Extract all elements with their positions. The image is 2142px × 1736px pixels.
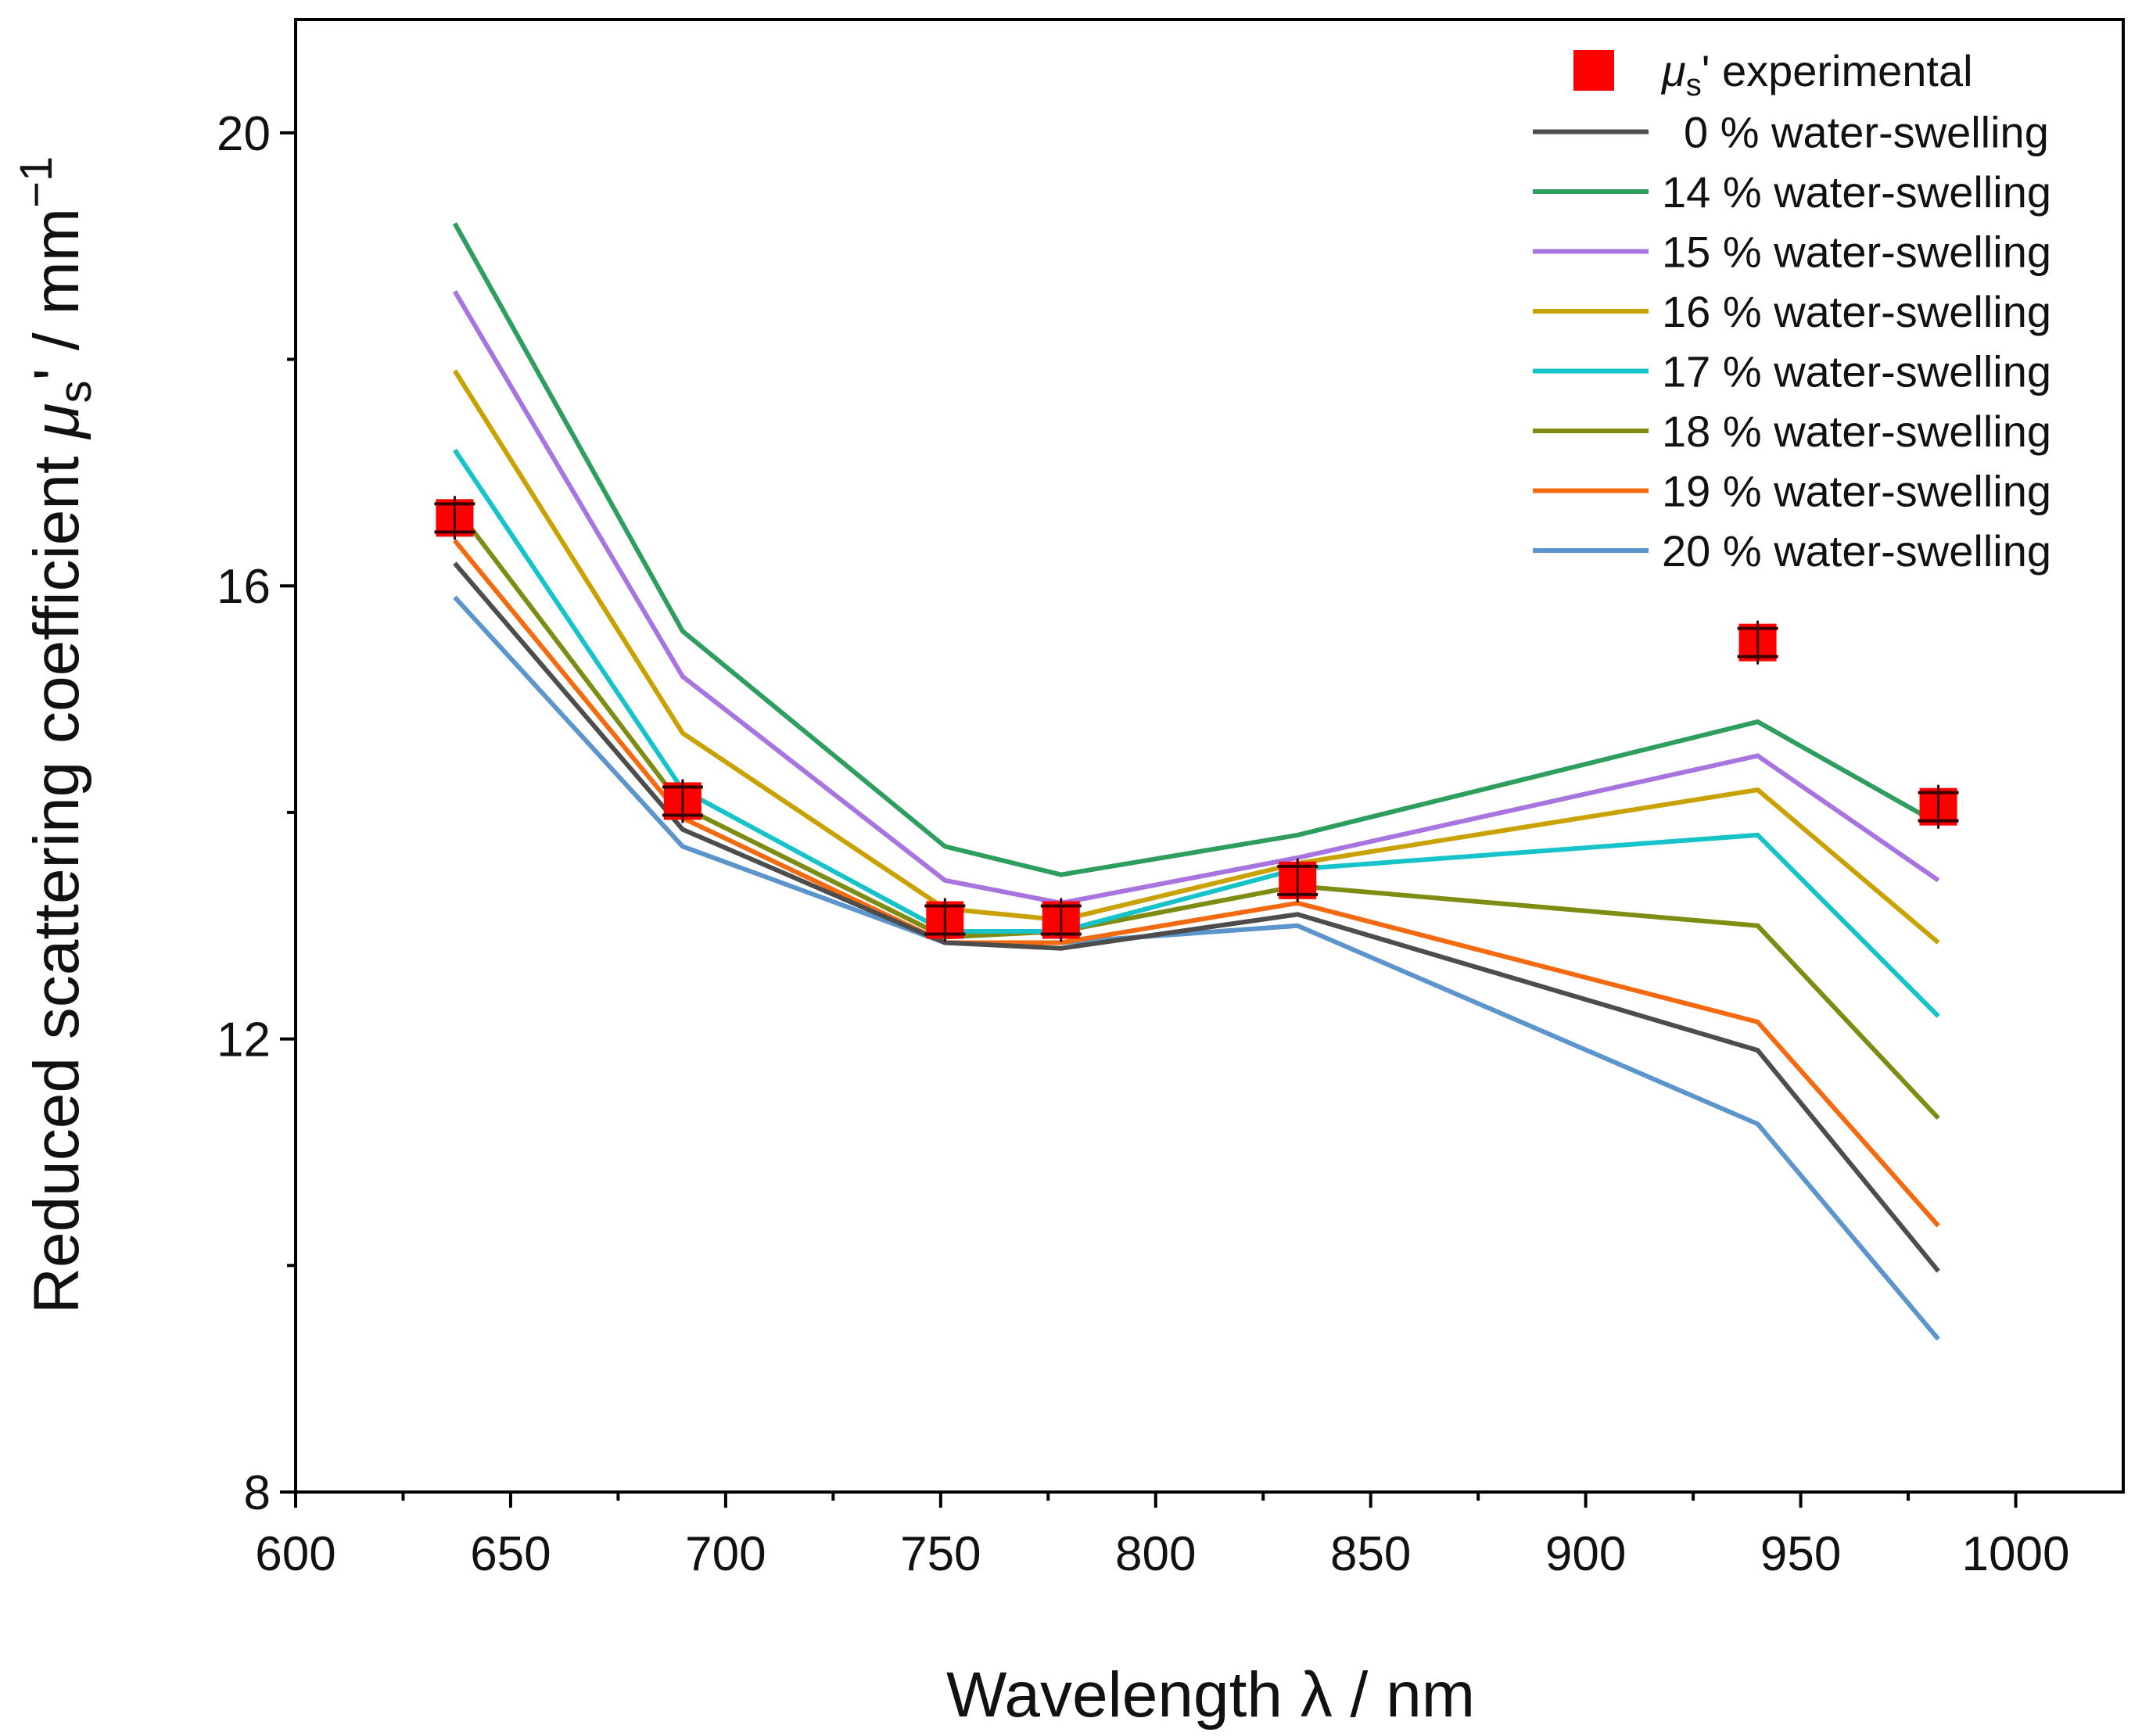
series-line-19pct	[453, 539, 1940, 1228]
y-axis-title: Reduced scattering coefficient μs' / mm−…	[11, 156, 101, 1315]
x-tick-label: 650	[470, 1527, 551, 1581]
series-line-16pct	[452, 369, 1940, 945]
points-layer	[434, 496, 1959, 942]
experimental-point	[924, 898, 966, 942]
x-tick-label: 850	[1330, 1527, 1411, 1581]
y-axis-title-superscript: −1	[11, 156, 62, 208]
y-tick-label: 16	[217, 560, 271, 614]
legend-label-15pct: 15 % water-swelling	[1662, 228, 2051, 277]
x-axis-title: Wavelength λ / nm	[946, 1659, 1475, 1731]
experimental-point	[1040, 898, 1082, 942]
experimental-point	[1918, 784, 1959, 829]
legend-label-14pct: 14 % water-swelling	[1662, 167, 2051, 217]
series-line-0pct	[453, 561, 1940, 1273]
legend-label-16pct: 16 % water-swelling	[1662, 287, 2051, 336]
legend-label-18pct: 18 % water-swelling	[1662, 407, 2051, 456]
x-tick-label: 1000	[1962, 1527, 2070, 1581]
y-axis-title-suffix: ' / mm	[21, 208, 92, 381]
y-tick-label: 12	[217, 1013, 271, 1067]
experimental-point	[434, 496, 475, 540]
legend: μs' experimental 0 % water-swelling 14 % …	[1533, 46, 2051, 576]
y-axis-title-symbol: μ	[21, 404, 92, 440]
y-axis-title-prefix: Reduced scattering coefficient	[21, 438, 92, 1314]
experimental-point	[1277, 858, 1319, 902]
series-line-20pct	[453, 595, 1940, 1341]
legend-marker-experimental	[1573, 50, 1614, 91]
legend-label-experimental: μs' experimental	[1660, 46, 1973, 102]
experimental-point	[1737, 620, 1778, 665]
y-axis-title-subscript: s	[50, 381, 101, 404]
plot-frame	[294, 18, 2125, 1494]
legend-label-19pct: 19 % water-swelling	[1662, 467, 2051, 516]
legend-label-20pct: 20 % water-swelling	[1662, 526, 2051, 576]
y-tick-label: 8	[244, 1466, 271, 1520]
x-tick-label: 900	[1545, 1527, 1626, 1581]
ticks-layer: 600 650 700 750 800 850 900 950 1000 8 12 16 20	[217, 107, 2069, 1581]
x-tick-label: 750	[900, 1527, 981, 1581]
x-tick-label: 800	[1115, 1527, 1196, 1581]
x-tick-label: 600	[255, 1527, 335, 1581]
plot-area-border	[294, 18, 2125, 1494]
legend-label-17pct: 17 % water-swelling	[1662, 347, 2051, 396]
y-tick-label: 20	[217, 107, 271, 161]
experimental-point	[662, 779, 703, 823]
x-tick-label: 950	[1760, 1527, 1841, 1581]
legend-label-0pct: 0 % water-swelling	[1662, 108, 2049, 157]
series-line-14pct	[452, 222, 1940, 877]
x-tick-label: 700	[685, 1527, 766, 1581]
